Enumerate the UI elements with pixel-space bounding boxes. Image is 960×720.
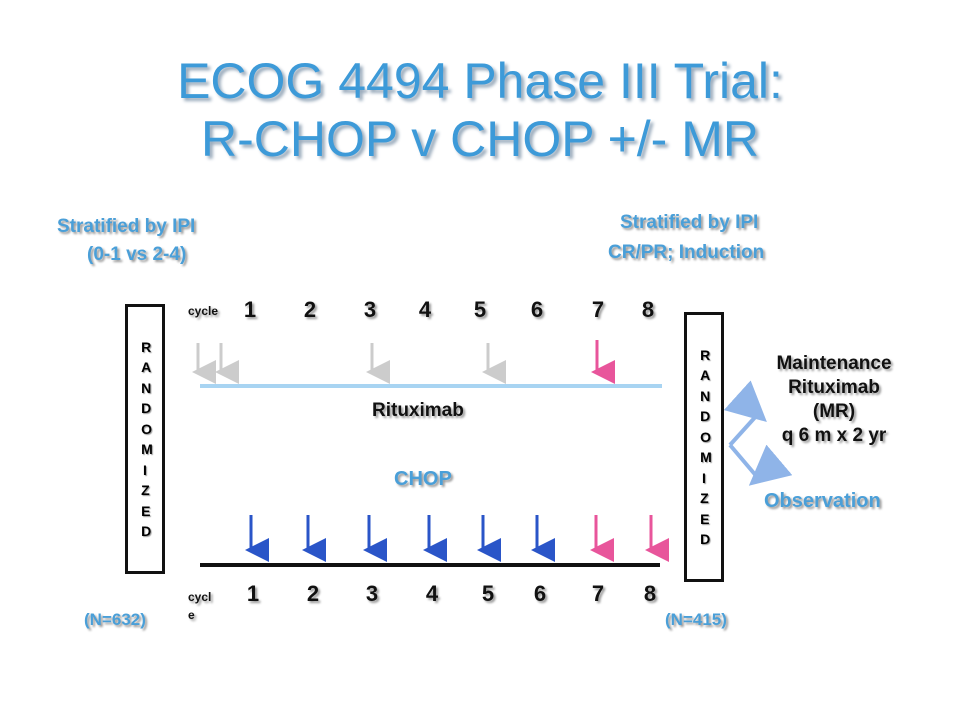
cycle-number: 1	[243, 297, 257, 322]
cycle-label: cycle	[188, 590, 212, 622]
cycle-number: 5	[473, 297, 487, 322]
cycle-number: 7	[591, 581, 605, 606]
rituximab-arrows	[192, 343, 506, 384]
rituximab-arrows-bottom	[590, 515, 669, 562]
cycle-number: 4	[418, 297, 432, 322]
cycle-number: 8	[641, 297, 655, 322]
cycle-number: 3	[365, 581, 379, 606]
text-line: (MR)	[812, 401, 856, 422]
cycle-number: 6	[533, 581, 547, 606]
chop-label: CHOP	[394, 468, 452, 490]
stratification: Stratified by IPI	[620, 212, 759, 233]
sample-size: (N=632)	[84, 610, 146, 629]
sample-size: (N=415)	[665, 610, 727, 629]
maintenance-arm: Maintenance Rituximab (MR) q 6 m x 2 yr	[740, 352, 928, 448]
cycle-number: 4	[425, 581, 439, 606]
text-line: q 6 m x 2 yr	[781, 425, 887, 446]
text-line: Rituximab	[788, 377, 880, 398]
randomization-box: RANDOMIZED	[684, 312, 724, 582]
cycle-number: 5	[481, 581, 495, 606]
title: R-CHOP v CHOP +/- MR	[201, 111, 759, 167]
cycle-number: 7	[591, 297, 605, 322]
stratification: (0-1 vs 2-4)	[87, 244, 187, 265]
observation-arm: Observation	[764, 490, 881, 512]
randomized-label: RANDOMIZED	[141, 338, 153, 540]
stratification: CR/PR; Induction	[608, 242, 765, 263]
title: ECOG 4494 Phase III Trial:	[177, 53, 783, 109]
cycle-number: 6	[530, 297, 544, 322]
cycle-number: 1	[246, 581, 260, 606]
cycle-number: 2	[303, 297, 317, 322]
cycle-label: cycle	[188, 304, 219, 318]
randomized-label: RANDOMIZED	[700, 346, 712, 548]
cycle-number: 3	[363, 297, 377, 322]
chop-arrows	[245, 515, 555, 562]
cycle-number: 8	[643, 581, 657, 606]
stratification: Stratified by IPI	[57, 216, 196, 237]
text-line: Maintenance	[776, 353, 892, 374]
cycle-number: 2	[306, 581, 320, 606]
rituximab-label: Rituximab	[372, 400, 464, 421]
randomization-box: RANDOMIZED	[125, 304, 165, 574]
randomization-branches	[723, 380, 793, 486]
